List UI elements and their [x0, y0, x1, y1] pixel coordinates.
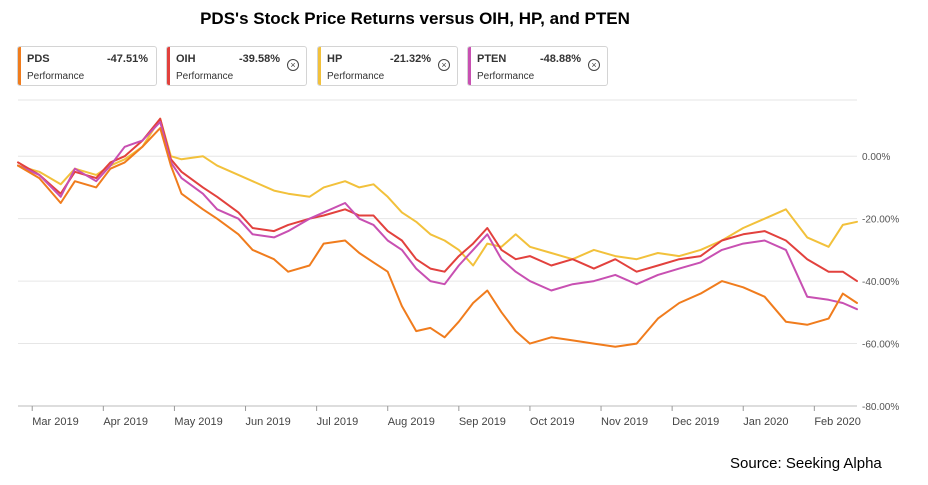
x-tick-label: Jun 2019	[246, 416, 291, 428]
x-tick-label: Oct 2019	[530, 416, 575, 428]
legend-oih-symbol: OIH	[176, 53, 196, 65]
y-axis: 0.00% -20.00% -40.00% -60.00% -80.00%	[862, 152, 899, 413]
x-axis: Mar 2019 Apr 2019 May 2019 Jun 2019 Jul 2019…	[18, 405, 861, 428]
legend-hp-close-icon[interactable]: ×	[438, 59, 450, 71]
legend-pten-close-icon[interactable]: ×	[588, 59, 600, 71]
legend-pten-symbol: PTEN	[477, 53, 507, 65]
legend-hp[interactable]: HP -21.32% Performance ×	[317, 46, 458, 86]
legend-pds[interactable]: PDS -47.51% Performance	[17, 46, 157, 86]
x-tick-label: Aug 2019	[388, 416, 435, 428]
series-line-oih	[17, 117, 858, 283]
legend-pds-color-bar	[18, 47, 21, 85]
y-tick-label: -40.00%	[862, 277, 899, 288]
y-tick-label: 0.00%	[862, 152, 890, 163]
legend-oih-color-bar	[167, 47, 170, 85]
x-tick-label: Mar 2019	[32, 416, 78, 428]
legend-pten-color-bar	[468, 47, 471, 85]
series-line-pten	[17, 120, 858, 311]
x-tick-label: Jan 2020	[743, 416, 788, 428]
y-tick-label: -20.00%	[862, 215, 899, 226]
legend-pten-subtitle: Performance	[477, 71, 535, 82]
legend-oih-subtitle: Performance	[176, 71, 234, 82]
series-line-hp	[17, 117, 858, 267]
y-tick-label: -60.00%	[862, 340, 899, 351]
legend-hp-subtitle: Performance	[327, 71, 385, 82]
chart-title: PDS's Stock Price Returns versus OIH, HP…	[200, 9, 630, 28]
x-tick-label: Apr 2019	[103, 416, 148, 428]
grid-layer	[18, 99, 857, 407]
x-tick-label: Nov 2019	[601, 416, 648, 428]
x-tick-label: May 2019	[174, 416, 222, 428]
legend-oih-close-icon[interactable]: ×	[287, 59, 299, 71]
legend-pds-value: -47.51%	[107, 53, 148, 65]
x-tick-label: Sep 2019	[459, 416, 506, 428]
legend-oih-value: -39.58%	[239, 53, 280, 65]
x-tick-label: Dec 2019	[672, 416, 719, 428]
legend-pds-subtitle: Performance	[27, 71, 85, 82]
legend-oih[interactable]: OIH -39.58% Performance ×	[166, 46, 307, 86]
x-tick-label: Feb 2020	[814, 416, 860, 428]
y-tick-label: -80.00%	[862, 402, 899, 413]
series-line-pds	[17, 127, 858, 348]
series-layer	[17, 117, 858, 348]
legend-pten[interactable]: PTEN -48.88% Performance ×	[467, 46, 608, 86]
legend-pten-value: -48.88%	[540, 53, 581, 65]
source-note: Source: Seeking Alpha	[730, 455, 882, 472]
legend-hp-color-bar	[318, 47, 321, 85]
legend-hp-value: -21.32%	[390, 53, 431, 65]
legend-pds-symbol: PDS	[27, 53, 50, 65]
x-tick-label: Jul 2019	[317, 416, 359, 428]
legend-hp-symbol: HP	[327, 53, 343, 65]
